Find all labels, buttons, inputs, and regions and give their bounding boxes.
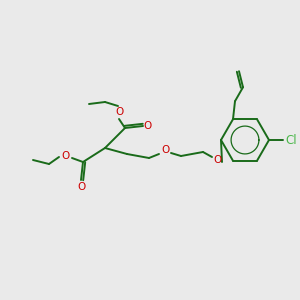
Text: O: O — [213, 155, 221, 165]
Text: O: O — [144, 121, 152, 131]
Text: O: O — [161, 145, 169, 155]
Text: O: O — [115, 107, 123, 117]
Text: O: O — [61, 151, 69, 161]
Text: O: O — [77, 182, 85, 192]
Text: Cl: Cl — [285, 134, 297, 146]
